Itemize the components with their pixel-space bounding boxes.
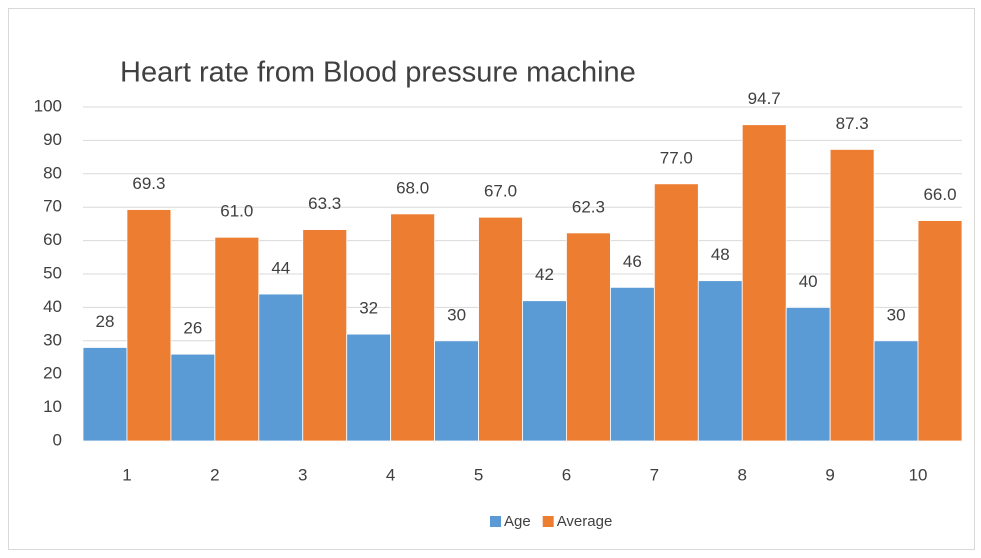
value-label: 77.0 (660, 148, 693, 167)
y-tick-label: 100 (34, 96, 62, 115)
x-tick-label: 10 (909, 465, 928, 484)
bar (610, 286, 655, 442)
y-tick-label: 70 (43, 197, 62, 216)
x-tick-label: 1 (122, 465, 131, 484)
legend-swatch (490, 516, 501, 527)
bar (258, 293, 304, 442)
value-label: 68.0 (396, 178, 429, 197)
bar (302, 229, 348, 442)
value-label: 66.0 (923, 185, 956, 204)
bar (346, 333, 392, 442)
bar (653, 183, 699, 442)
value-label: 87.3 (836, 114, 869, 133)
y-tick-label: 90 (43, 130, 62, 149)
value-label: 28 (96, 312, 115, 331)
legend-label: Age (504, 513, 531, 530)
chart-title: Heart rate from Blood pressure machine (120, 57, 636, 89)
y-tick-label: 30 (43, 330, 62, 349)
bar (390, 213, 435, 442)
legend-swatch (542, 516, 554, 527)
legend-label: Average (557, 513, 613, 530)
value-label: 30 (887, 305, 906, 324)
y-tick-label: 10 (43, 397, 62, 416)
bar (214, 236, 260, 442)
x-tick-label: 8 (738, 465, 747, 484)
x-tick-label: 4 (386, 465, 395, 484)
value-label: 48 (711, 245, 730, 264)
y-tick-label: 40 (43, 297, 62, 316)
value-label: 26 (183, 319, 202, 338)
bar (434, 340, 479, 442)
y-tick-label: 20 (43, 364, 62, 383)
bar (785, 306, 831, 442)
y-tick-label: 50 (43, 263, 62, 282)
value-label: 32 (359, 299, 378, 318)
x-tick-label: 6 (562, 465, 571, 484)
x-tick-label: 7 (650, 465, 659, 484)
bar (478, 216, 523, 442)
value-label: 30 (447, 305, 466, 324)
bar (873, 340, 919, 442)
value-label: 61.0 (220, 202, 253, 221)
bar (566, 232, 611, 442)
value-label: 63.3 (308, 194, 341, 213)
x-tick-label: 5 (474, 465, 483, 484)
y-tick-label: 60 (43, 230, 62, 249)
value-label: 69.3 (132, 174, 165, 193)
value-label: 44 (271, 259, 290, 278)
bar (917, 220, 963, 442)
bar (82, 347, 128, 442)
bar (829, 149, 875, 442)
x-tick-label: 2 (210, 465, 219, 484)
value-label: 46 (623, 252, 642, 271)
x-tick-label: 9 (825, 465, 834, 484)
value-label: 67.0 (484, 182, 517, 201)
y-tick-label: 80 (43, 163, 62, 182)
value-label: 40 (799, 272, 818, 291)
value-label: 62.3 (572, 197, 605, 216)
bar (126, 209, 172, 442)
y-tick-label: 0 (53, 430, 62, 449)
x-tick-label: 3 (298, 465, 307, 484)
value-label: 94.7 (748, 89, 781, 108)
value-label: 42 (535, 265, 554, 284)
bar (522, 300, 567, 442)
bar (741, 124, 787, 442)
bar (170, 353, 216, 442)
bar (697, 280, 743, 442)
